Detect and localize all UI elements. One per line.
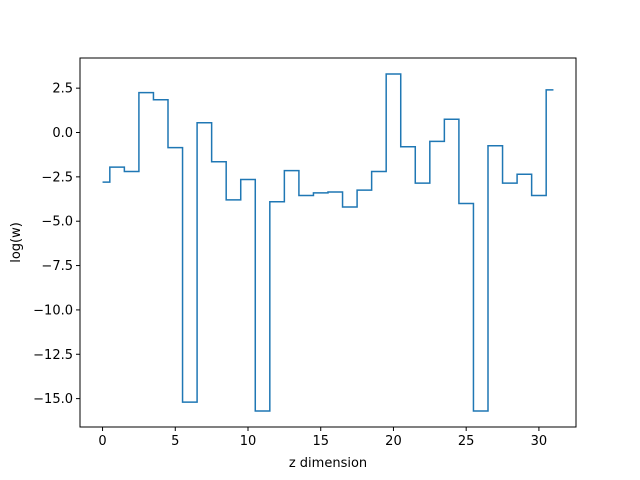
x-tick-label: 0 bbox=[98, 434, 106, 449]
y-tick-label: −2.5 bbox=[41, 170, 73, 185]
x-tick-label: 5 bbox=[171, 434, 179, 449]
y-tick-label: −10.0 bbox=[33, 303, 73, 318]
y-tick-label: −12.5 bbox=[33, 348, 73, 363]
y-tick-label: 2.5 bbox=[52, 82, 73, 97]
x-tick-label: 20 bbox=[385, 434, 402, 449]
axes-frame bbox=[79, 57, 577, 428]
y-axis-label: log(w) bbox=[9, 222, 24, 263]
y-tick-label: −7.5 bbox=[41, 259, 73, 274]
x-tick-label: 10 bbox=[240, 434, 257, 449]
y-tick-label: −5.0 bbox=[41, 215, 73, 230]
x-tick-label: 15 bbox=[312, 434, 329, 449]
series-line-log-w bbox=[102, 73, 554, 412]
y-tick-label: −15.0 bbox=[33, 392, 73, 407]
x-axis-label: z dimension bbox=[289, 456, 367, 471]
ticks-layer: 0 5 10 15 20 25 30 2.5 0.0 −2.5 −5.0 −7.5 −10.0 −12.5… bbox=[33, 82, 547, 449]
x-tick-label: 30 bbox=[531, 434, 548, 449]
x-tick-label: 25 bbox=[458, 434, 475, 449]
y-tick-label: 0.0 bbox=[52, 126, 73, 141]
